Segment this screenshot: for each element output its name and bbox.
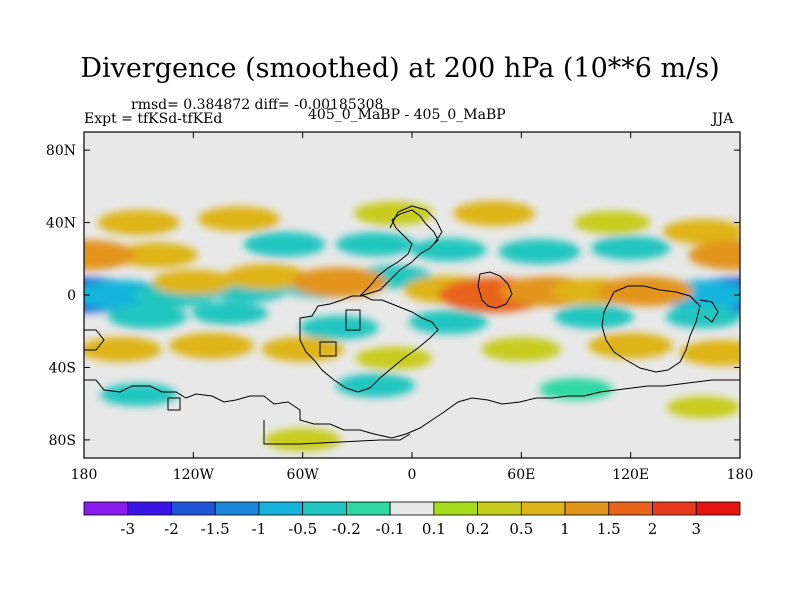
colorbar-swatch (389, 501, 435, 516)
colorbar: -3 -2 -1.5 -1 -0.5 -0.2 -0.1 0.1 0.2 0.5 1 1.5 2 3 (83, 501, 741, 538)
divergence-cell (355, 346, 432, 370)
coastline-australia-east (699, 299, 719, 323)
divergence-cell (453, 201, 535, 226)
x-tick-label: 180 (71, 467, 98, 483)
coastline-central-america (359, 209, 439, 297)
x-tick-label: 60E (507, 467, 535, 483)
case-label: 405_0_MaBP - 405_0_MaBP (308, 107, 506, 123)
x-tick-label: 120W (173, 467, 215, 483)
colorbar-label: 0.5 (509, 520, 533, 538)
divergence-cell (662, 219, 740, 245)
coastline-west-pacific (84, 329, 105, 351)
divergence-cell (481, 337, 561, 362)
divergence-cell (408, 310, 489, 335)
colorbar-label: 1.5 (597, 520, 621, 538)
divergence-cell (84, 336, 162, 362)
colorbar-label: -0.5 (288, 520, 317, 538)
y-tick-label: 80S (49, 433, 76, 449)
divergence-cell (679, 339, 740, 366)
colorbar-swatch (564, 501, 610, 516)
colorbar-swatch (608, 501, 653, 516)
axes: 180 120W 60W 0 60E 120E 180 80N 40N 0 40S 80S (46, 132, 753, 483)
coastline-north-america (389, 205, 443, 245)
coastline-antarctic (84, 379, 740, 439)
coastline-small-south (319, 341, 337, 357)
colorbar-label: -1 (252, 520, 267, 538)
divergence-field (84, 201, 740, 452)
coastline-south-islands (167, 397, 181, 411)
divergence-cell (335, 373, 416, 398)
divergence-cell (666, 396, 740, 419)
divergence-cell (498, 239, 581, 265)
divergence-cell (335, 232, 416, 257)
y-tick-label: 40N (46, 216, 76, 232)
colorbar-label: -2 (164, 520, 179, 538)
experiment-label: Expt = tfKSd-tfKEd (84, 111, 223, 127)
colorbar-swatch (302, 501, 347, 516)
coastline-australia (601, 285, 701, 373)
colorbar-swatch (214, 501, 260, 516)
colorbar-swatch (520, 501, 566, 516)
y-tick-label: 40S (49, 360, 76, 376)
colorbar-label: -0.1 (376, 520, 405, 538)
divergence-cell (291, 267, 388, 298)
colorbar-swatch (695, 501, 741, 516)
chart-title: Divergence (smoothed) at 200 hPa (10**6 … (80, 53, 720, 84)
divergence-cell (574, 211, 651, 235)
divergence-cell (191, 301, 268, 325)
divergence-cell (223, 263, 309, 290)
divergence-cell (115, 242, 198, 268)
divergence-cell (554, 304, 634, 329)
colorbar-swatch (258, 501, 304, 516)
colorbar-label: 3 (691, 520, 701, 538)
y-tick-label: 80N (46, 143, 76, 159)
colorbar-label: 2 (648, 520, 658, 538)
divergence-cell (108, 304, 188, 329)
season-label: JJA (712, 111, 734, 127)
colorbar-label: 0.2 (466, 520, 490, 538)
coastline-south-america (299, 295, 439, 393)
divergence-cell (243, 231, 326, 257)
colorbar-swatch (127, 501, 172, 516)
x-tick-label: 180 (727, 467, 754, 483)
colorbar-swatch (83, 501, 129, 516)
coastline-africa (477, 271, 513, 309)
divergence-cell (588, 332, 674, 359)
colorbar-swatch (171, 501, 216, 516)
colorbar-swatch (477, 501, 522, 516)
divergence-cell (410, 238, 487, 262)
divergence-cell (97, 210, 180, 236)
coastline-outlines (84, 205, 740, 445)
divergence-cell (688, 240, 740, 271)
divergence-cell (665, 305, 740, 329)
colorbar-label: -0.2 (332, 520, 361, 538)
divergence-cell (169, 332, 254, 359)
colorbar-swatch (345, 501, 391, 516)
divergence-cell (539, 378, 613, 401)
rmsd-diff-label: rmsd= 0.384872 diff= -0.00185308 (131, 97, 384, 113)
colorbar-label: 1 (560, 520, 570, 538)
x-tick-label: 60W (287, 467, 320, 483)
divergence-cell (197, 206, 280, 232)
divergence-cell (100, 383, 177, 407)
x-tick-label: 120E (612, 467, 649, 483)
divergence-cell (261, 336, 344, 362)
divergence-cell (264, 428, 341, 452)
colorbar-swatch (652, 501, 697, 516)
divergence-cell (152, 269, 235, 295)
colorbar-label: 0.1 (422, 520, 446, 538)
divergence-cell (354, 201, 434, 226)
divergence-cell (299, 315, 379, 340)
x-tick-label: 0 (408, 467, 417, 483)
coastline-maritime (345, 309, 361, 331)
divergence-cell (84, 240, 136, 271)
divergence-cell (597, 276, 694, 307)
colorbar-label: -1.5 (201, 520, 230, 538)
coastline-antarctic-south (263, 420, 411, 445)
y-tick-label: 0 (67, 288, 76, 304)
colorbar-swatch (433, 501, 479, 516)
divergence-cell (591, 235, 671, 260)
colorbar-label: -3 (120, 520, 135, 538)
